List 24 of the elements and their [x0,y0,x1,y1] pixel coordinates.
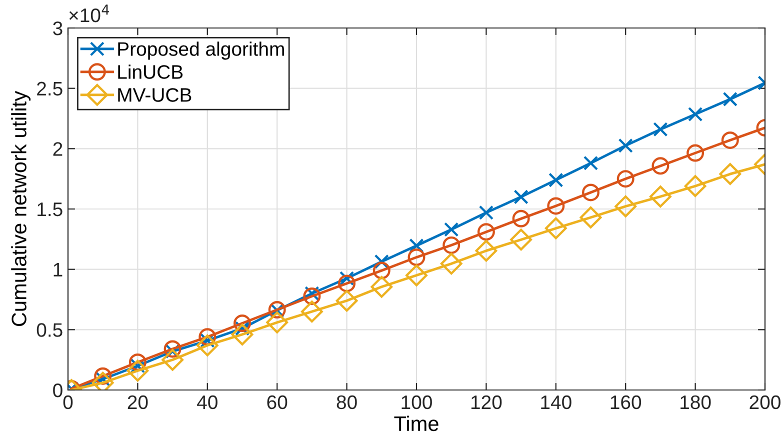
x-tick-label: 140 [541,395,572,410]
x-tick-label: 120 [471,395,502,410]
x-tick-label: 0 [63,395,73,410]
legend-label: MV-UCB [118,88,192,102]
x-tick-label: 60 [267,395,288,410]
legend-label: LinUCB [118,64,183,79]
y-tick-label: 0.5 [36,323,62,337]
y-axis-title: Cumulative network utility [11,90,31,326]
x-tick-label: 100 [402,395,432,410]
x-axis-title: Time [394,416,438,432]
text: ×10$^{4}$ [69,4,110,22]
y-tick-label: 2 [53,142,62,156]
y-tick-label: 1.5 [38,202,62,216]
x-tick-label: 160 [610,395,642,410]
x-tick-label: 20 [128,395,148,410]
y-tick-label: 2.5 [37,82,62,96]
y-tick-label: 3 [53,21,62,36]
x-tick-label: 180 [680,395,711,410]
x-tick-label: 200 [750,395,780,410]
y-tick-label: 1 [54,263,62,276]
legend-label: Proposed algorithm [118,42,284,60]
y-tick-label: 0 [53,383,62,398]
x-tick-label: 40 [197,395,218,410]
x-tick-label: 80 [336,395,357,410]
